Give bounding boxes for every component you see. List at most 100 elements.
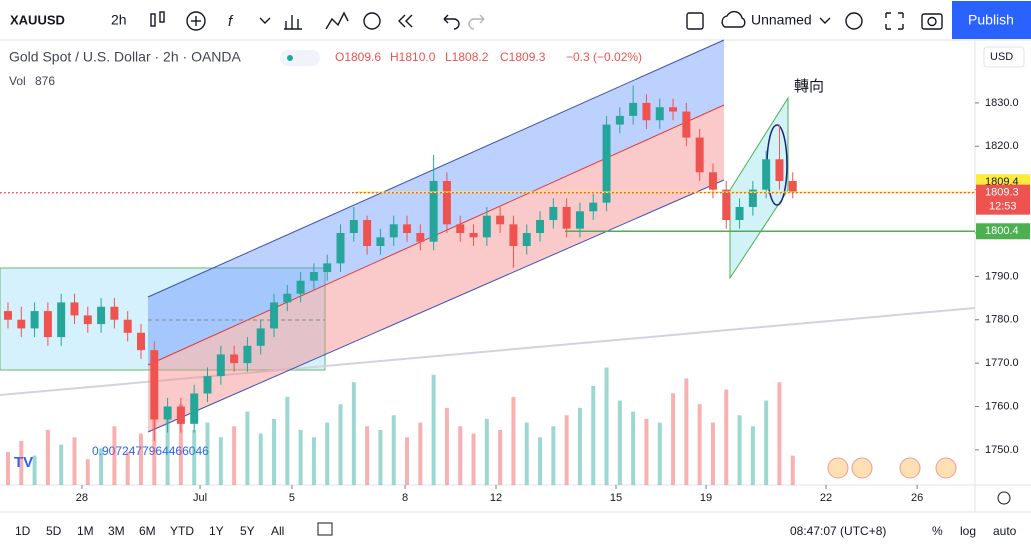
fx-icon[interactable]: f — [228, 13, 234, 30]
volume-bar — [444, 407, 449, 485]
candle-body — [469, 233, 478, 238]
volume-bar — [684, 378, 689, 485]
range-button[interactable]: All — [271, 524, 284, 538]
candle-body — [283, 293, 292, 303]
volume-bar — [471, 433, 476, 485]
range-button[interactable]: 5D — [46, 524, 62, 538]
candle-body — [682, 111, 691, 138]
log-toggle[interactable]: log — [960, 524, 976, 538]
candle-body — [216, 354, 225, 377]
event-badge[interactable] — [827, 457, 849, 479]
x-tick-label: 8 — [402, 492, 408, 504]
range-button[interactable]: 6M — [139, 524, 156, 538]
symbol[interactable]: XAUUSD — [10, 12, 65, 27]
x-tick-label: 5 — [289, 492, 295, 504]
cloud-icon[interactable] — [721, 10, 746, 28]
volume-bar — [405, 437, 410, 485]
volume-bar — [112, 426, 117, 485]
candles — [3, 85, 797, 485]
volume-bar — [538, 437, 543, 485]
candle-body — [230, 354, 239, 364]
candle-body — [150, 350, 159, 420]
x-tick-label: 12 — [490, 492, 502, 504]
volume-label: Vol — [9, 74, 26, 88]
indicator-icon[interactable] — [186, 11, 206, 31]
candle-body — [190, 393, 199, 424]
replay-icon[interactable] — [398, 14, 413, 28]
volume-bar — [232, 426, 237, 485]
volume-bar — [631, 411, 636, 485]
volume-bar — [32, 455, 37, 485]
publish-label[interactable]: Publish — [968, 12, 1014, 28]
range-button[interactable]: YTD — [170, 524, 194, 538]
volume-bar — [724, 389, 729, 485]
candle-body — [509, 224, 518, 247]
logo[interactable]: TV — [14, 454, 33, 471]
x-tick-label: 22 — [820, 492, 832, 504]
candle-body — [762, 159, 771, 190]
volume-bar — [378, 429, 383, 485]
candle-body — [243, 345, 252, 364]
alert-icon[interactable] — [363, 12, 381, 30]
turn-channel[interactable] — [729, 96, 789, 280]
range-button[interactable]: 3M — [108, 524, 125, 538]
event-badge[interactable] — [935, 457, 957, 479]
volume-bar — [750, 426, 755, 485]
drawings — [0, 39, 976, 433]
y-tick-label: 1780.0 — [985, 314, 1019, 326]
range-buttons: 1D 5D 1M 3M 6M YTD 1Y 5Y All — [15, 524, 284, 538]
auto-toggle[interactable]: auto — [993, 524, 1017, 538]
turn-note: 轉向 — [794, 78, 824, 95]
y-tick-label: 1770.0 — [985, 357, 1019, 369]
percent-toggle[interactable]: % — [932, 524, 943, 538]
layout-name[interactable]: Unnamed — [751, 12, 812, 28]
x-tick-label: 19 — [700, 492, 712, 504]
event-badge[interactable] — [899, 457, 921, 479]
trend-line[interactable] — [0, 307, 976, 396]
settings-icon[interactable] — [845, 12, 863, 30]
volume-bar — [311, 437, 316, 485]
candle-body — [323, 263, 332, 273]
candle-body — [708, 172, 717, 190]
candle-body — [615, 115, 624, 125]
camera-icon[interactable] — [921, 13, 943, 30]
volume-bar — [644, 418, 649, 485]
candle-body — [3, 311, 12, 320]
redo-icon[interactable] — [468, 14, 485, 30]
fib-value: 0.9072477964466046 — [92, 444, 209, 458]
channel-lower[interactable] — [148, 105, 724, 432]
undo-icon[interactable] — [443, 14, 460, 30]
publish-button[interactable] — [952, 1, 1031, 39]
volume-bar — [125, 451, 130, 485]
candle-body — [83, 315, 92, 325]
goto-date-icon[interactable] — [317, 522, 333, 536]
volume-bar — [524, 422, 529, 485]
fullscreen-icon[interactable] — [885, 12, 904, 30]
candle-body — [562, 206, 571, 229]
axis-settings[interactable] — [997, 491, 1011, 505]
range-button[interactable]: 5Y — [240, 524, 255, 538]
legend-badge[interactable] — [280, 50, 320, 66]
dropdown[interactable] — [259, 17, 271, 24]
compare-icon[interactable] — [325, 11, 349, 30]
volume-bar — [737, 415, 742, 485]
range-button[interactable]: 1D — [15, 524, 31, 538]
legend-low: L1808.2 — [445, 50, 489, 64]
candle-body — [536, 219, 545, 234]
bar-icon[interactable] — [284, 15, 302, 30]
currency-button[interactable] — [983, 46, 1025, 68]
candle-icon[interactable] — [150, 13, 156, 27]
range-button[interactable]: 1Y — [209, 524, 224, 538]
layout-icon[interactable] — [686, 12, 704, 30]
layout-dropdown[interactable] — [819, 17, 831, 24]
candle-body — [669, 107, 678, 112]
price-label-box — [976, 184, 1030, 215]
currency[interactable]: USD — [990, 51, 1013, 63]
range-button[interactable]: 1M — [77, 524, 94, 538]
candle-body — [549, 206, 558, 220]
candle-body — [722, 189, 731, 220]
candle-body — [163, 406, 172, 420]
event-badge[interactable] — [851, 457, 873, 479]
interval[interactable]: 2h — [111, 12, 127, 28]
